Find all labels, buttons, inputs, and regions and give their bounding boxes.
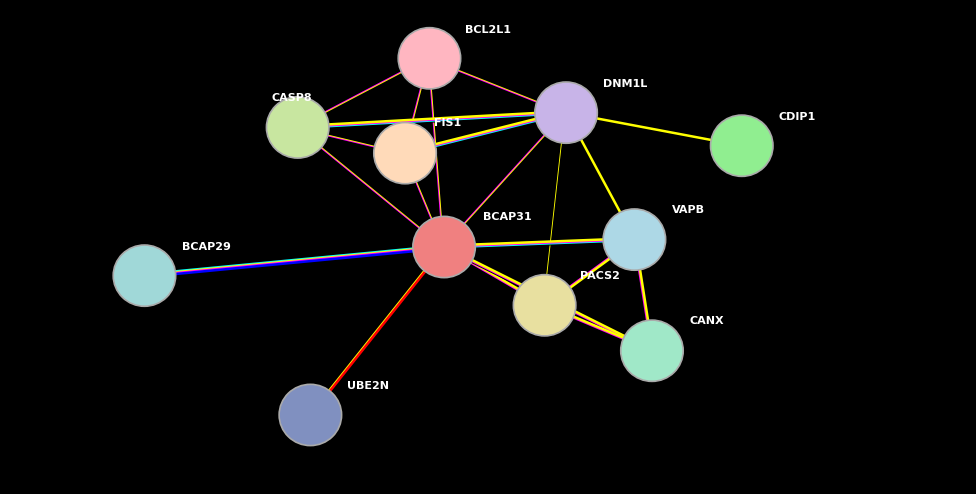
Text: BCL2L1: BCL2L1	[465, 25, 510, 35]
Ellipse shape	[603, 209, 666, 270]
Ellipse shape	[266, 97, 329, 158]
Ellipse shape	[374, 123, 436, 184]
Text: CANX: CANX	[689, 316, 723, 326]
Text: CASP8: CASP8	[271, 93, 312, 103]
Ellipse shape	[279, 384, 342, 446]
Ellipse shape	[398, 28, 461, 89]
Text: DNM1L: DNM1L	[603, 79, 647, 89]
Text: BCAP29: BCAP29	[182, 242, 230, 252]
Text: VAPB: VAPB	[671, 205, 705, 215]
Text: CDIP1: CDIP1	[779, 112, 816, 122]
Ellipse shape	[513, 275, 576, 336]
Ellipse shape	[535, 82, 597, 143]
Text: PACS2: PACS2	[580, 271, 620, 281]
Text: UBE2N: UBE2N	[347, 381, 389, 391]
Ellipse shape	[621, 320, 683, 381]
Ellipse shape	[113, 245, 176, 306]
Ellipse shape	[413, 216, 475, 278]
Text: FIS1: FIS1	[434, 119, 462, 128]
Text: BCAP31: BCAP31	[483, 212, 532, 222]
Ellipse shape	[711, 115, 773, 176]
